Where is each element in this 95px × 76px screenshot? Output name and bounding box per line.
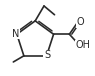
Text: S: S bbox=[44, 50, 50, 60]
Text: OH: OH bbox=[76, 40, 90, 50]
Text: N: N bbox=[12, 29, 19, 39]
Text: O: O bbox=[77, 17, 84, 27]
